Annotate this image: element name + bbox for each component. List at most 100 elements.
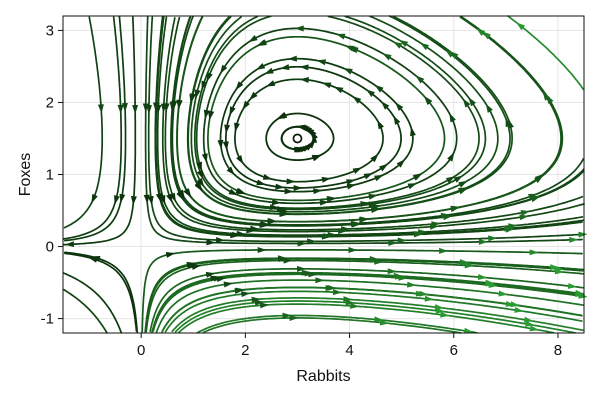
stream-arrowhead bbox=[297, 240, 307, 247]
stream-arrowhead bbox=[377, 119, 384, 130]
stream-arrowhead bbox=[510, 301, 520, 308]
stream-arrowhead bbox=[269, 204, 280, 211]
y-axis-label: Foxes bbox=[17, 153, 34, 197]
stream-arrowhead bbox=[191, 264, 201, 271]
stream-arrowhead bbox=[529, 325, 539, 332]
streamline bbox=[144, 258, 584, 334]
stream-arrowhead bbox=[169, 102, 176, 112]
stream-arrowhead bbox=[554, 265, 564, 272]
stream-arrowhead bbox=[220, 64, 228, 74]
streamline bbox=[196, 314, 478, 334]
stream-arrowhead bbox=[346, 183, 357, 190]
stream-arrowhead bbox=[249, 91, 258, 101]
stream-arrowhead bbox=[523, 316, 534, 323]
stream-arrowhead bbox=[278, 255, 288, 262]
streamline bbox=[151, 271, 585, 334]
stream-arrowhead bbox=[187, 262, 197, 269]
stream-arrowhead bbox=[321, 233, 331, 240]
axis-ticks: 0 2 4 6 8 -1 0 1 2 3 bbox=[41, 22, 562, 359]
stream-arrowhead bbox=[578, 231, 588, 238]
stream-arrowhead bbox=[321, 82, 332, 89]
stream-arrowhead bbox=[549, 264, 560, 271]
stream-arrowhead bbox=[458, 187, 468, 194]
stream-arrowhead bbox=[206, 239, 216, 246]
stream-arrowhead bbox=[477, 274, 488, 281]
stream-arrowhead bbox=[482, 31, 491, 40]
stream-arrowhead bbox=[345, 299, 355, 306]
streamline bbox=[176, 16, 562, 223]
stream-arrowhead bbox=[508, 119, 514, 129]
stream-arrowhead bbox=[363, 173, 374, 180]
stream-arrowhead bbox=[327, 284, 337, 291]
stream-arrowhead bbox=[257, 39, 268, 46]
stream-arrowhead bbox=[307, 238, 317, 245]
stream-arrowhead bbox=[224, 124, 231, 134]
stream-arrowhead bbox=[505, 117, 512, 128]
stream-arrowhead bbox=[271, 199, 282, 206]
stream-arrowhead bbox=[254, 299, 265, 306]
stream-arrowhead bbox=[160, 103, 167, 113]
streamline bbox=[62, 16, 137, 246]
stream-arrowhead bbox=[393, 41, 403, 49]
stream-arrowhead bbox=[299, 76, 309, 83]
stream-arrowhead bbox=[183, 188, 192, 198]
stream-arrowhead bbox=[206, 72, 213, 82]
stream-arrowhead bbox=[374, 174, 384, 182]
stream-arrowhead bbox=[260, 302, 270, 309]
streamline bbox=[62, 16, 123, 240]
stream-arrowhead bbox=[276, 205, 287, 212]
streamline bbox=[195, 15, 480, 210]
stream-arrowhead bbox=[280, 64, 290, 71]
stream-arrowhead bbox=[216, 276, 226, 283]
x-tick-label: 2 bbox=[241, 342, 249, 359]
stream-arrowhead bbox=[388, 240, 398, 247]
stream-arrowhead bbox=[286, 178, 296, 185]
stream-arrowhead bbox=[257, 247, 267, 253]
stream-arrowhead bbox=[476, 28, 486, 36]
streamline bbox=[63, 252, 138, 332]
stream-arrowhead bbox=[439, 247, 449, 254]
stream-arrowhead bbox=[279, 210, 289, 217]
stream-arrowhead bbox=[567, 282, 578, 289]
stream-arrowhead bbox=[410, 126, 416, 137]
stream-arrowhead bbox=[514, 307, 524, 313]
streamline bbox=[187, 15, 511, 215]
stream-arrowhead bbox=[190, 93, 197, 103]
stream-arrowhead bbox=[398, 39, 409, 47]
stream-arrowhead bbox=[222, 141, 229, 151]
stream-arrowhead bbox=[413, 231, 423, 238]
stream-arrowhead bbox=[379, 319, 390, 326]
stream-arrowhead bbox=[360, 201, 370, 207]
x-axis-label: Rabbits bbox=[296, 368, 350, 385]
stream-arrowhead bbox=[488, 235, 498, 242]
stream-arrowhead bbox=[194, 181, 203, 191]
stream-arrowhead bbox=[196, 169, 204, 180]
stream-arrowhead bbox=[406, 281, 417, 288]
stream-arrowhead bbox=[147, 195, 154, 206]
stream-arrowhead bbox=[321, 176, 331, 183]
streamline bbox=[190, 15, 499, 213]
stream-arrowhead bbox=[525, 320, 535, 327]
stream-arrowhead bbox=[462, 98, 471, 108]
stream-arrowhead bbox=[407, 183, 418, 190]
stream-arrowhead bbox=[297, 265, 307, 272]
y-tick-label: 0 bbox=[46, 239, 54, 256]
streamline bbox=[202, 27, 458, 205]
plot-frame bbox=[62, 15, 585, 334]
stream-arrowhead bbox=[117, 104, 124, 114]
stream-arrowhead bbox=[445, 49, 455, 58]
stream-arrowhead bbox=[155, 193, 162, 203]
stream-arrowhead bbox=[395, 102, 404, 112]
stream-arrowhead bbox=[166, 193, 173, 203]
stream-arrowhead bbox=[313, 188, 323, 195]
streamline bbox=[207, 35, 446, 202]
streamline bbox=[171, 15, 585, 226]
stream-arrowhead bbox=[346, 179, 356, 185]
stream-arrowhead bbox=[201, 153, 208, 163]
stream-arrowhead bbox=[569, 236, 579, 243]
streamline bbox=[63, 15, 127, 242]
stream-arrowhead bbox=[451, 205, 461, 212]
stream-arrowhead bbox=[397, 237, 407, 244]
stream-arrowhead bbox=[338, 228, 348, 235]
stream-arrowhead bbox=[196, 161, 202, 171]
